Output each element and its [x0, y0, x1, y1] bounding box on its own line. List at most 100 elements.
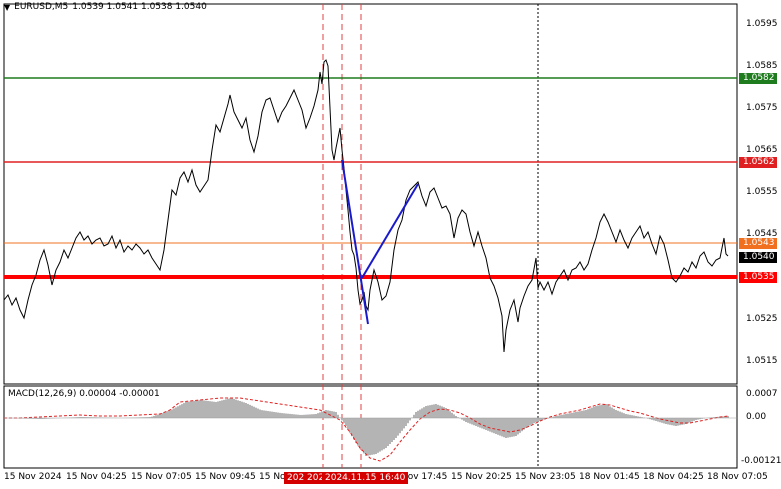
macd-bar — [591, 407, 593, 418]
macd-bar — [27, 418, 29, 419]
macd-bar — [555, 416, 557, 418]
macd-bar — [171, 409, 173, 418]
macd-bar — [443, 407, 445, 418]
macd-bar — [573, 412, 575, 418]
time-tick: 18 Nov 04:25 — [643, 472, 704, 482]
macd-bar — [713, 417, 715, 418]
macd-bar — [691, 418, 693, 422]
macd-bar — [421, 408, 423, 418]
macd-bar — [371, 418, 373, 455]
macd-bar — [437, 404, 439, 418]
macd-bar — [255, 407, 257, 418]
macd-bar — [149, 417, 151, 418]
macd-bar — [355, 418, 357, 443]
macd-bar — [391, 418, 393, 442]
macd-bar — [97, 417, 99, 418]
macd-bar — [353, 418, 355, 440]
macd-bar — [579, 411, 581, 418]
macd-bar — [361, 418, 363, 451]
macd-bar — [409, 418, 411, 421]
macd-bar — [241, 401, 243, 418]
macd-bar — [373, 418, 375, 455]
macd-bar — [323, 410, 325, 418]
macd-bar — [159, 413, 161, 418]
macd-bar — [93, 417, 95, 418]
macd-bar — [85, 417, 87, 418]
macd-bar — [195, 400, 197, 418]
macd-bar — [533, 418, 535, 424]
macd-bar — [387, 418, 389, 446]
macd-bar — [637, 416, 639, 418]
macd-bar — [659, 418, 661, 423]
macd-bar — [711, 417, 713, 418]
macd-bar — [341, 418, 343, 421]
macd-bar — [435, 404, 437, 418]
macd-bar — [233, 399, 235, 418]
macd-bar — [667, 418, 669, 425]
macd-bar — [419, 409, 421, 418]
macd-bar — [137, 417, 139, 418]
macd-bar — [45, 418, 47, 419]
macd-bar — [397, 418, 399, 436]
macd-bar — [31, 418, 33, 419]
time-tick: 15 Nov 04:25 — [66, 472, 127, 482]
macd-bar — [603, 404, 605, 418]
macd-bar — [313, 414, 315, 418]
macd-bar — [429, 405, 431, 418]
macd-bar — [247, 403, 249, 418]
macd-bar — [227, 398, 229, 418]
time-tick: 18 Nov 07:05 — [707, 472, 768, 482]
macd-bar — [461, 418, 463, 420]
macd-bar — [577, 411, 579, 418]
macd-bar — [619, 411, 621, 418]
macd-bar — [257, 408, 259, 418]
macd-bar — [39, 418, 41, 419]
macd-bar — [225, 399, 227, 418]
macd-bar — [517, 418, 519, 435]
macd-bar — [613, 408, 615, 418]
macd-bar — [617, 410, 619, 418]
macd-bar — [173, 408, 175, 418]
macd-bar — [441, 406, 443, 418]
macd-bar — [625, 414, 627, 418]
macd-bar — [699, 418, 701, 420]
macd-bar — [507, 418, 509, 438]
macd-bar — [647, 418, 649, 419]
time-tick: 15 Nov 09:45 — [195, 472, 256, 482]
trendline-down — [341, 159, 369, 325]
macd-bar — [183, 403, 185, 418]
macd-bar — [515, 418, 517, 436]
macd-tick: 0.00 — [746, 412, 767, 422]
macd-bar — [37, 418, 39, 419]
macd-bar — [81, 417, 83, 418]
macd-bar — [589, 408, 591, 418]
macd-bar — [639, 416, 641, 418]
macd-bar — [175, 407, 177, 418]
macd-bar — [243, 402, 245, 418]
triangle-down-icon[interactable]: ▼ — [4, 2, 11, 12]
macd-bar — [401, 418, 403, 431]
macd-bar — [337, 414, 339, 418]
macd-bar — [563, 414, 565, 418]
macd-bar — [509, 418, 511, 438]
macd-bar — [605, 404, 607, 418]
macd-bar — [551, 417, 553, 418]
macd-bar — [487, 418, 489, 431]
macd-bar — [157, 414, 159, 418]
macd-bar — [513, 418, 515, 437]
price-tick: 1.0545 — [746, 229, 778, 239]
macd-bar — [23, 418, 25, 419]
macd-bar — [607, 405, 609, 418]
macd-bar — [89, 417, 91, 418]
macd-bar — [251, 405, 253, 418]
macd-bar — [369, 418, 371, 456]
time-tick: 15 Nov — [259, 472, 291, 482]
macd-bar — [597, 405, 599, 418]
macd-bar — [629, 414, 631, 418]
macd-bar — [217, 401, 219, 418]
macd-bar — [503, 418, 505, 438]
macd-bar — [595, 406, 597, 418]
macd-bar — [237, 400, 239, 418]
macd-bar — [543, 418, 545, 420]
